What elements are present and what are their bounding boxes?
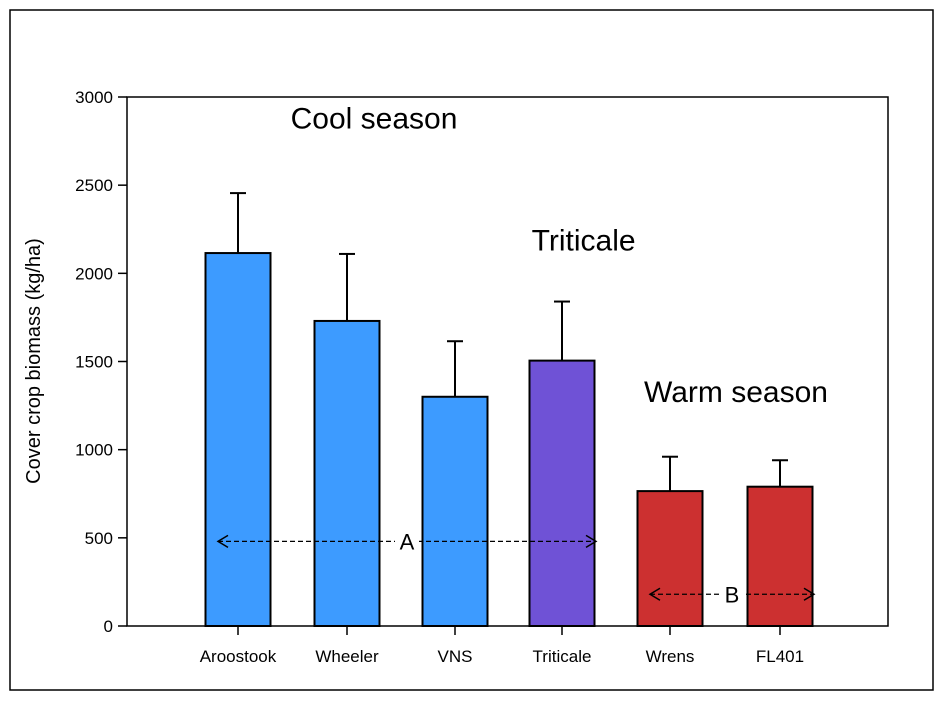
- bar-wrens: [636, 490, 704, 628]
- x-tick-label: Triticale: [533, 647, 592, 666]
- bar-triticale: [528, 359, 596, 627]
- x-tick-label: VNS: [438, 647, 473, 666]
- x-tick-label: Wheeler: [315, 647, 379, 666]
- annotation-label: Warm season: [644, 376, 828, 409]
- group-label: B: [725, 582, 740, 607]
- y-tick-label: 1500: [75, 353, 113, 372]
- y-tick-label: 2000: [75, 264, 113, 283]
- x-tick-label: FL401: [756, 647, 804, 666]
- y-tick-label: 500: [85, 529, 113, 548]
- arrow-left-icon: [216, 534, 229, 549]
- bar-aroostook: [204, 252, 272, 627]
- figure-frame: [9, 9, 934, 691]
- arrow-right-icon: [585, 534, 598, 549]
- group-label-bg: [720, 582, 744, 607]
- y-tick-label: 1000: [75, 441, 113, 460]
- x-tick-label: Aroostook: [200, 647, 277, 666]
- y-tick-label: 0: [104, 617, 113, 636]
- y-axis-label: Cover crop biomass (kg/ha): [23, 238, 45, 484]
- bar-wheeler: [313, 319, 381, 627]
- y-tick-label: 3000: [75, 88, 113, 107]
- group-label-bg: [395, 529, 419, 554]
- group-label: A: [400, 529, 415, 554]
- annotation-label: Cool season: [291, 103, 458, 136]
- arrow-left-icon: [648, 587, 661, 601]
- y-tick-label: 2500: [75, 176, 113, 195]
- annotation-label: Triticale: [532, 224, 636, 257]
- x-tick-label: Wrens: [646, 647, 695, 666]
- bar-fl401: [746, 485, 814, 627]
- bar-vns: [421, 395, 489, 627]
- arrow-right-icon: [803, 587, 816, 601]
